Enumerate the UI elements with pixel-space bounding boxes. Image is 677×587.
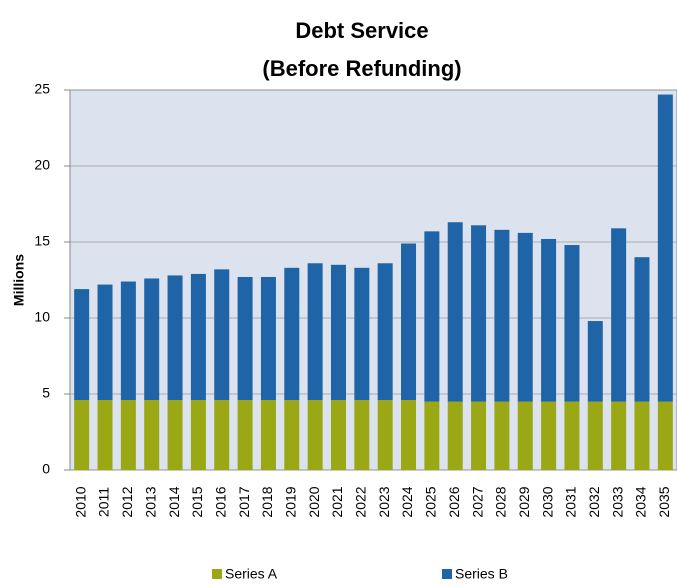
bar (307, 400, 323, 470)
bar (471, 225, 487, 402)
x-tick-label: 2030 (539, 486, 555, 517)
x-tick-label: 2022 (353, 486, 369, 517)
bar (517, 401, 533, 470)
bar (447, 401, 463, 470)
bar (330, 400, 346, 470)
bar (424, 231, 440, 402)
bar (401, 400, 417, 470)
legend-swatch (212, 569, 222, 579)
x-tick-label: 2024 (399, 486, 415, 517)
bar (657, 401, 673, 470)
x-tick-label: 2015 (189, 486, 205, 517)
bar (167, 400, 183, 470)
bar (494, 229, 510, 402)
y-tick-label: 5 (42, 385, 50, 401)
bar (144, 400, 160, 470)
bar (517, 232, 533, 402)
bar (541, 401, 557, 470)
bar (260, 400, 276, 470)
x-tick-label: 2029 (516, 486, 532, 517)
bar (214, 400, 230, 470)
y-tick-label: 15 (34, 233, 50, 249)
bar (307, 263, 323, 401)
bar (354, 267, 370, 401)
bar (634, 257, 650, 402)
bar (74, 400, 90, 470)
x-tick-label: 2016 (212, 486, 228, 517)
bar (237, 400, 253, 470)
x-tick-label: 2021 (329, 486, 345, 517)
x-tick-label: 2018 (259, 486, 275, 517)
bar (120, 400, 136, 470)
bar (447, 222, 463, 402)
legend-label: Series A (225, 566, 278, 582)
y-axis-label: Millions (11, 254, 27, 306)
bar (494, 401, 510, 470)
chart-title: Debt Service (295, 18, 428, 43)
bar (587, 321, 603, 402)
x-tick-label: 2035 (656, 486, 672, 517)
legend-label: Series B (455, 566, 508, 582)
bar (284, 267, 300, 401)
y-tick-label: 20 (34, 157, 50, 173)
bar (214, 269, 230, 401)
x-tick-label: 2023 (376, 486, 392, 517)
bar (541, 238, 557, 402)
x-tick-label: 2019 (282, 486, 298, 517)
y-tick-label: 0 (42, 461, 50, 477)
bar (330, 264, 346, 401)
bar (657, 94, 673, 402)
bar (564, 401, 580, 470)
bar (564, 245, 580, 402)
x-tick-label: 2031 (563, 486, 579, 517)
bar (354, 400, 370, 470)
bar (97, 284, 113, 401)
bar (611, 401, 627, 470)
bar (587, 401, 603, 470)
bar (97, 400, 113, 470)
x-tick-label: 2010 (72, 486, 88, 517)
bar (237, 276, 253, 401)
x-tick-label: 2013 (142, 486, 158, 517)
bar (471, 401, 487, 470)
y-tick-label: 25 (34, 81, 50, 97)
x-tick-label: 2011 (96, 487, 112, 517)
bar (144, 278, 160, 401)
bar (190, 400, 206, 470)
x-tick-label: 2034 (633, 486, 649, 517)
bar (260, 276, 276, 401)
y-tick-label: 10 (34, 309, 50, 325)
x-tick-label: 2017 (236, 486, 252, 517)
x-tick-label: 2025 (423, 486, 439, 517)
bar (634, 401, 650, 470)
x-tick-label: 2014 (166, 486, 182, 517)
chart-subtitle: (Before Refunding) (262, 56, 461, 81)
x-tick-label: 2012 (119, 486, 135, 517)
x-tick-label: 2028 (493, 486, 509, 517)
bar (401, 243, 417, 401)
x-tick-label: 2033 (609, 486, 625, 517)
bar (424, 401, 440, 470)
x-tick-label: 2032 (586, 486, 602, 517)
bar (190, 273, 206, 401)
x-tick-label: 2020 (306, 486, 322, 517)
bar (377, 400, 393, 470)
x-tick-label: 2027 (469, 486, 485, 517)
plot-area (69, 89, 677, 471)
bar (74, 289, 90, 401)
bar (284, 400, 300, 470)
bar (120, 281, 136, 401)
bar (377, 263, 393, 401)
bar (167, 275, 183, 401)
bar (611, 228, 627, 402)
x-tick-label: 2026 (446, 486, 462, 517)
legend-swatch (442, 569, 452, 579)
